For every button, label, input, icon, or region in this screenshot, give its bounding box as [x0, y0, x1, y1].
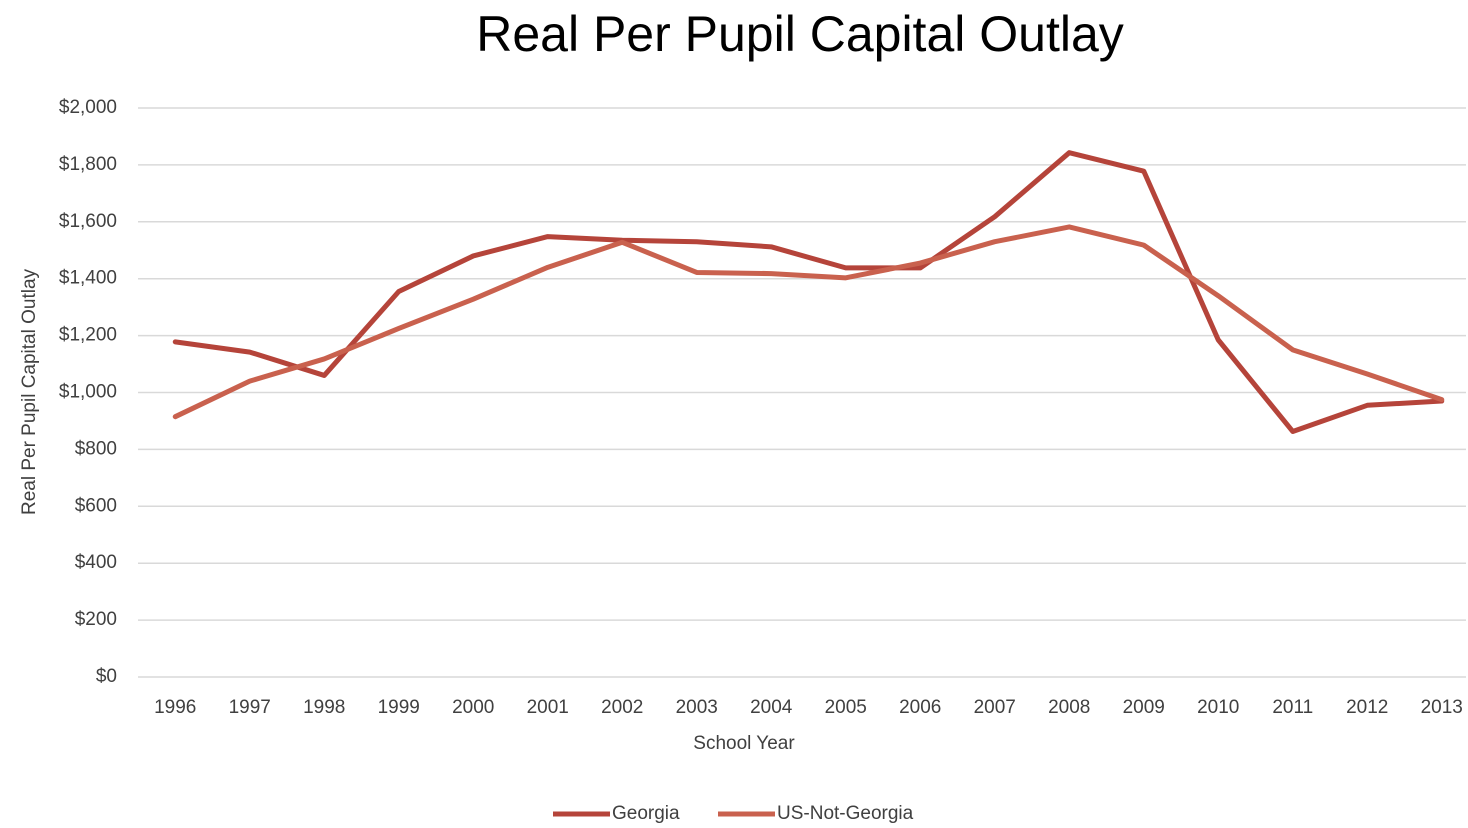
y-axis-title: Real Per Pupil Capital Outlay [19, 268, 40, 515]
x-tick-label: 2002 [601, 697, 643, 718]
x-tick-label: 2006 [899, 697, 941, 718]
x-tick-label: 2004 [750, 697, 793, 718]
chart-title: Real Per Pupil Capital Outlay [476, 6, 1124, 62]
x-tick-label: 2009 [1123, 697, 1165, 718]
y-tick-label: $400 [75, 552, 117, 573]
y-tick-label: $2,000 [59, 97, 117, 118]
x-tick-label: 2012 [1346, 697, 1388, 718]
x-tick-label: 2007 [974, 697, 1016, 718]
y-tick-label: $1,000 [59, 382, 117, 403]
x-tick-label: 2005 [825, 697, 867, 718]
series-line [172, 224, 1445, 420]
x-tick-label: 2010 [1197, 697, 1239, 718]
series-line [172, 150, 1445, 434]
y-tick-label: $1,800 [59, 154, 117, 175]
y-tick-label: $1,400 [59, 268, 117, 289]
y-tick-label: $0 [96, 666, 117, 687]
y-tick-label: $200 [75, 609, 117, 630]
x-tick-label: 2011 [1272, 697, 1313, 718]
x-tick-label: 1997 [229, 697, 271, 718]
y-tick-label: $1,600 [59, 211, 117, 232]
x-tick-label: 1996 [154, 697, 196, 718]
x-tick-label: 1999 [378, 697, 420, 718]
x-tick-label: 2001 [527, 697, 569, 718]
y-tick-label: $1,200 [59, 325, 117, 346]
legend-label: US-Not-Georgia [777, 803, 914, 824]
y-tick-label: $600 [75, 495, 117, 516]
y-tick-label: $800 [75, 438, 117, 459]
x-tick-label: 2013 [1421, 697, 1463, 718]
x-tick-label: 2000 [452, 697, 494, 718]
x-tick-label: 2008 [1048, 697, 1090, 718]
x-tick-label: 1998 [303, 697, 345, 718]
x-tick-label: 2003 [676, 697, 718, 718]
legend-label: Georgia [612, 803, 680, 824]
x-axis-title: School Year [693, 733, 795, 754]
